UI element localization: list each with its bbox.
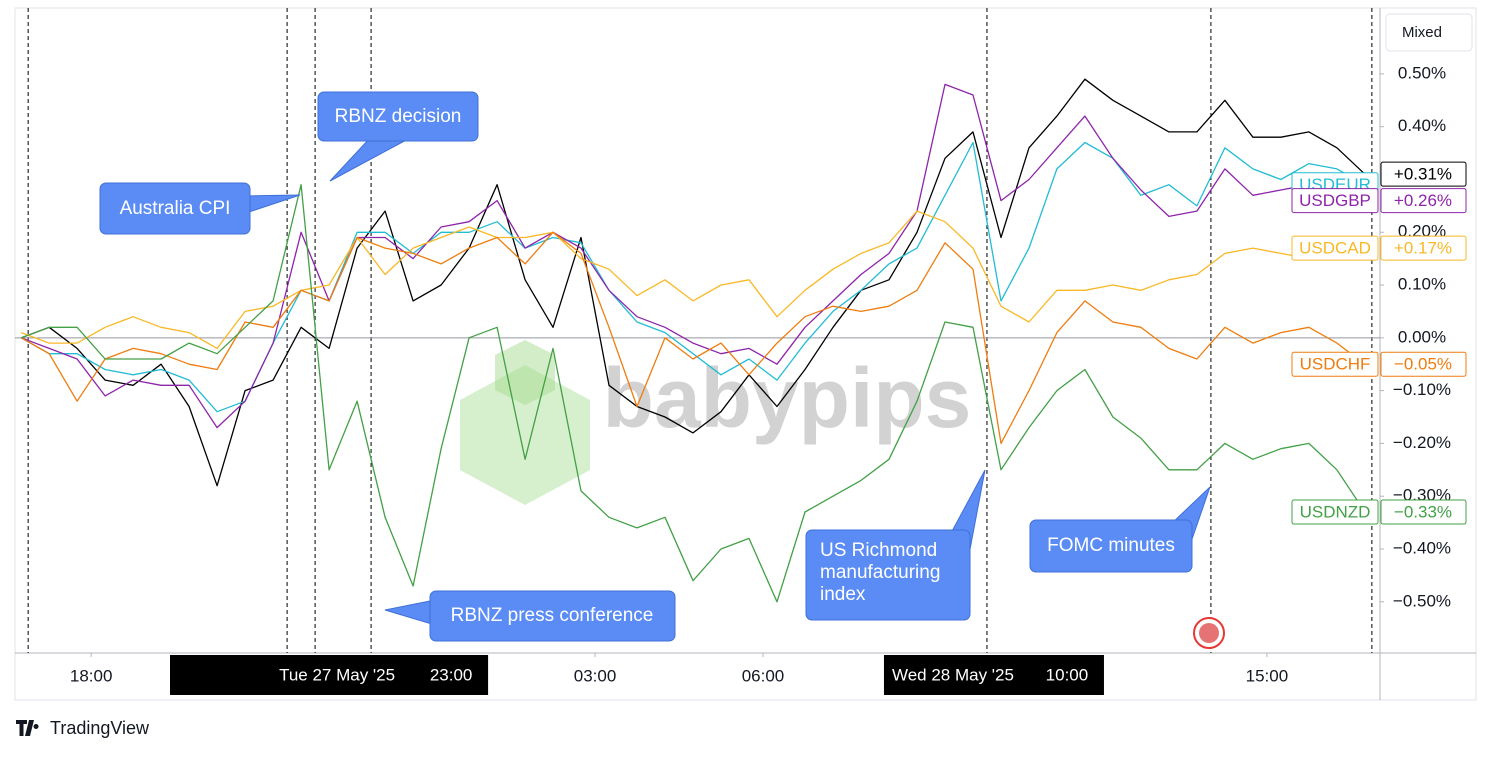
- time-flag: Tue 27 May '25 23:00: [268, 655, 489, 695]
- series-layer: [20, 78, 1366, 603]
- callout-text: US Richmond: [820, 540, 937, 561]
- callout-text: Australia CPI: [120, 198, 231, 219]
- callout: [99, 182, 251, 235]
- footer: TradingView: [50, 718, 150, 738]
- callout-text: RBNZ press conference: [451, 605, 654, 626]
- legend-label: USDCAD: [1299, 239, 1371, 258]
- end-value-box: [1380, 235, 1467, 261]
- time-flag-time: 10:00: [1046, 665, 1089, 684]
- time-flag-box: [268, 655, 489, 695]
- y-tick-label: −0.10%: [1393, 380, 1451, 399]
- end-value-box: [1380, 188, 1467, 214]
- y-tick-label: 0.00%: [1398, 327, 1446, 346]
- series-line: [20, 83, 1366, 429]
- end-value-label: +0.17%: [1394, 239, 1452, 258]
- annotations: Australia CPI RBNZ decision RBNZ press c…: [99, 91, 1211, 642]
- x-tick-label: 15:00: [1246, 666, 1289, 685]
- y-tick-label: 0.10%: [1398, 275, 1446, 294]
- callout: [429, 590, 676, 642]
- callout-text: RBNZ decision: [335, 106, 462, 127]
- callout: [317, 91, 479, 142]
- end-value-box: [1380, 351, 1467, 377]
- y-tick-label: 0.50%: [1398, 63, 1446, 82]
- time-flag-date: Wed 28 May '25: [892, 665, 1014, 684]
- callout: [1029, 519, 1193, 573]
- end-value-box: [1380, 499, 1467, 525]
- series-line: [20, 78, 1366, 487]
- legend-label: USDCHF: [1300, 355, 1371, 374]
- callout-text: FOMC minutes: [1047, 535, 1175, 556]
- end-value-label: +0.26%: [1394, 191, 1452, 210]
- x-tick-label: 06:00: [742, 666, 785, 685]
- y-tick-label: −0.40%: [1393, 538, 1451, 557]
- mode-button[interactable]: [1385, 13, 1473, 52]
- end-value-label: −0.33%: [1394, 503, 1452, 522]
- background-layer: babypips: [15, 8, 1380, 653]
- y-tick-label: −0.20%: [1393, 433, 1451, 452]
- x-tick-label: 03:00: [574, 666, 617, 685]
- logo-icon: [16, 720, 39, 736]
- legend-label: USDNZD: [1300, 503, 1371, 522]
- time-flag-time: 23:00: [430, 665, 473, 684]
- time-flag-remnant: [170, 655, 270, 695]
- mode-label[interactable]: Mixed: [1402, 24, 1442, 41]
- event-icon: [1193, 617, 1225, 649]
- frame: [14, 7, 1477, 701]
- series-name-box: [1291, 499, 1379, 525]
- series-line: [20, 231, 1366, 445]
- end-value-label: +0.31%: [1394, 165, 1452, 184]
- series-line: [20, 210, 1365, 350]
- series-name-box: [1291, 188, 1379, 214]
- watermark: babypips: [603, 351, 972, 445]
- flag-icon: [1199, 623, 1219, 643]
- callout-text: manufacturing: [820, 562, 940, 583]
- end-value-box: [1380, 161, 1467, 187]
- time-flag-box: [883, 655, 1104, 695]
- x-tick-label: 18:00: [70, 666, 113, 685]
- legend-label: USDGBP: [1299, 191, 1371, 210]
- series-name-box: [1291, 235, 1379, 261]
- callout: [805, 529, 971, 621]
- watermark-logo: [460, 365, 590, 505]
- series-line: [20, 184, 1366, 603]
- time-flags: Tue 27 May '25 23:00 Wed 28 May '25 10:00: [268, 655, 1104, 695]
- y-tick-label: −0.50%: [1393, 591, 1451, 610]
- end-value-label: −0.05%: [1394, 355, 1452, 374]
- y-tick-label: 0.40%: [1398, 116, 1446, 135]
- callout-text: index: [820, 584, 866, 605]
- series-name-box: [1291, 351, 1379, 377]
- time-flag-date: Tue 27 May '25: [279, 665, 395, 684]
- time-flag: Wed 28 May '25 10:00: [883, 655, 1104, 695]
